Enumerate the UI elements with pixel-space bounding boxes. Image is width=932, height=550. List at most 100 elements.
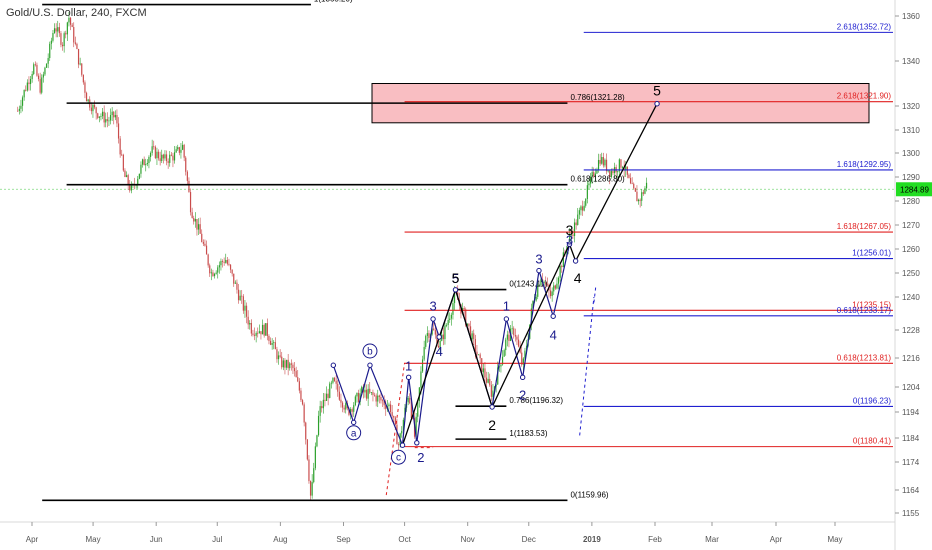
- candle-body: [189, 192, 192, 213]
- candle-body: [138, 173, 140, 179]
- time-axis[interactable]: Apr May Jun Jul Aug Sep Oct Nov Dec 2019 Feb Mar Apr…: [26, 522, 843, 544]
- candle-body: [269, 340, 272, 345]
- candle-body: [82, 74, 84, 83]
- candle-body: [540, 279, 542, 286]
- wave-path: [330, 101, 660, 448]
- candle-body: [389, 404, 392, 413]
- candle-body: [161, 154, 163, 161]
- candle-body: [289, 363, 291, 369]
- candle-body: [23, 89, 25, 98]
- candle-body: [578, 210, 580, 215]
- candle-body: [253, 334, 256, 336]
- fib-label: 1(1365.20): [314, 0, 353, 4]
- wave-node: [367, 362, 373, 368]
- candle-body: [513, 328, 515, 336]
- candle-body: [146, 163, 148, 165]
- candle-body: [311, 482, 313, 496]
- candle-body: [57, 27, 59, 32]
- candle-body: [530, 308, 532, 325]
- candle-body: [244, 305, 246, 311]
- candle-body: [602, 157, 604, 166]
- candle-body: [93, 104, 96, 108]
- wave-label-circle: [362, 343, 378, 359]
- candle-body: [297, 377, 299, 382]
- wave-label: 4: [436, 344, 443, 359]
- candle-body: [210, 272, 212, 274]
- candle-body: [293, 368, 296, 372]
- candle-body: [164, 154, 166, 159]
- candle-body: [316, 435, 318, 447]
- candle-body: [449, 318, 451, 321]
- candle-body: [98, 116, 100, 118]
- candle-body: [295, 371, 297, 378]
- candle-body: [485, 377, 488, 383]
- wave-label-circle: [346, 425, 362, 441]
- last-price-value: 1284.89: [900, 185, 929, 194]
- candle-body: [322, 399, 324, 409]
- candle-body: [463, 308, 465, 310]
- candle-body: [628, 174, 630, 179]
- candle-body: [101, 111, 104, 117]
- x-tick-label: Sep: [336, 535, 351, 544]
- candle-body: [129, 185, 131, 191]
- candle-body: [543, 281, 545, 283]
- candle-body: [588, 183, 590, 186]
- candle-body: [237, 289, 240, 301]
- candle-body: [63, 33, 65, 47]
- candle-body: [351, 409, 353, 412]
- price-axis[interactable]: 1155 1164 1174 1184 1194 1204 1216 1228 1240 1250…: [895, 12, 932, 518]
- candle-body: [180, 149, 182, 153]
- wave-impulse-3: [491, 243, 571, 408]
- wave-impulse-2: [454, 289, 493, 408]
- candle-body: [377, 395, 379, 402]
- candle-body: [308, 459, 310, 482]
- candle-body: [551, 291, 553, 297]
- candle-body: [397, 444, 400, 446]
- candle-body: [55, 28, 57, 32]
- wave-label: 5: [452, 270, 460, 286]
- candle-body: [319, 406, 321, 416]
- candle-body: [191, 212, 193, 218]
- candle-body: [324, 399, 326, 401]
- candle-body: [69, 17, 72, 25]
- wave-label: 1: [503, 298, 510, 313]
- candle-body: [205, 245, 208, 255]
- candle-body: [559, 265, 561, 278]
- candle-body: [393, 415, 395, 418]
- candle-body: [644, 188, 646, 194]
- candle-body: [172, 155, 174, 161]
- candle-body: [330, 382, 332, 384]
- candle-body: [447, 320, 449, 325]
- wave-label: b: [367, 347, 373, 358]
- candle-body: [201, 233, 203, 242]
- candle-body: [66, 22, 68, 35]
- candle-body: [247, 316, 249, 325]
- candle-body: [639, 199, 641, 201]
- candle-body: [367, 388, 369, 399]
- candle-body: [149, 152, 152, 157]
- candle-body: [481, 358, 483, 373]
- candle-body: [633, 183, 635, 189]
- candle-body: [381, 400, 384, 402]
- candle-body: [119, 138, 121, 155]
- candles: [17, 12, 648, 501]
- candle-body: [474, 339, 476, 352]
- candle-body: [228, 263, 230, 265]
- candle-body: [490, 385, 492, 397]
- y-tick-label: 1174: [902, 458, 920, 467]
- chart-title: Gold/U.S. Dollar, 240, FXCM: [6, 7, 147, 19]
- candle-body: [354, 396, 356, 406]
- x-tick-label: Mar: [705, 535, 719, 544]
- candle-body: [585, 198, 587, 206]
- candle-body: [103, 111, 105, 123]
- candle-body: [434, 330, 436, 335]
- candle-body: [239, 295, 241, 301]
- candle-body: [225, 259, 227, 263]
- candle-body: [231, 269, 233, 274]
- candle-body: [402, 419, 404, 431]
- x-tick-label: Aug: [273, 535, 287, 544]
- candle-body: [173, 152, 176, 161]
- candle-body: [109, 115, 112, 121]
- y-tick-label: 1204: [902, 383, 920, 392]
